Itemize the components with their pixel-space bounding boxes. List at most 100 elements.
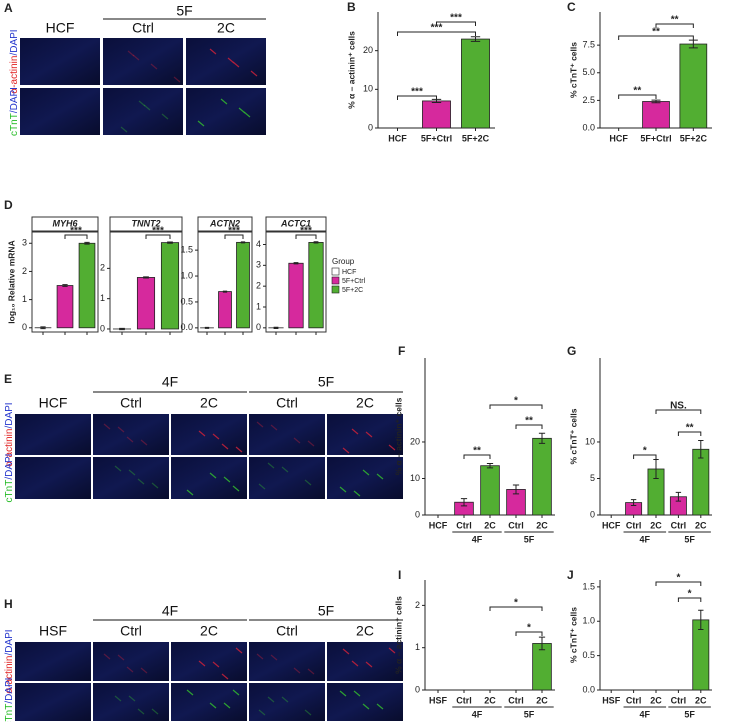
y-tick-label: 1 [415,642,420,652]
panel-letter: H [4,597,13,611]
group-label: 4F [472,709,483,719]
stain-streak [140,439,148,446]
strip-title: ACTN2 [209,218,240,228]
significance-bracket [224,234,244,239]
legend-swatch [331,267,340,276]
y-tick-label: 1 [22,294,27,304]
y-tick-label: 0.0 [582,684,595,694]
x-tick-label: HCF [609,133,628,143]
significance-label: ** [686,423,694,434]
x-tick-label: Ctrl [626,695,642,705]
significance-label: * [688,589,692,600]
bar [422,100,451,129]
y-tick-label: 4 [256,239,261,249]
stain-streak [173,76,181,83]
stain-streak [342,447,350,454]
x-tick-label: 2C [536,695,548,705]
stain-streak [232,689,240,696]
group-label: 5F [684,709,695,719]
strip-title: MYH6 [52,218,78,228]
column-label: Ctrl [120,395,142,411]
error-bar [688,39,698,49]
legend-label: 5F+2C [342,287,363,294]
significance-label: *** [411,87,423,98]
stain-streak [138,100,146,107]
micrograph [20,38,100,85]
y-axis-title: % α – actinin⁺ cells [393,397,403,475]
x-tick-label: 2C [650,695,662,705]
stain-streak [212,661,220,668]
y-tick-label: 2 [22,266,27,276]
stain-streak [137,478,145,485]
y-tick-label: 0 [415,684,420,694]
micrograph [171,642,247,681]
x-tick-label: 2C [695,520,707,530]
error-bar [486,463,494,469]
legend-swatch [331,276,340,285]
column-label: Ctrl [132,20,154,36]
y-tick-label: 2 [415,600,420,610]
stain-streak [198,660,206,667]
stain-streak [126,666,134,673]
micrograph [327,642,403,681]
y-axis-title: % α – actinin⁺ cells [393,596,403,674]
group-label: 4F [162,603,178,619]
panel-letter: G [567,344,576,358]
y-axis-title: % cTnT⁺ cells [568,408,578,464]
significance-bracket [515,424,543,429]
stain-streak [114,695,122,702]
column-label: 2C [200,395,218,411]
y-tick-label: 3 [256,260,261,270]
panel-letter: F [398,344,405,358]
error-bar [698,609,704,630]
significance-label: *** [228,226,240,237]
y-tick-label: 2 [100,263,105,273]
stain-streak [250,70,258,77]
column-label: 2C [200,623,218,639]
stain-streak [365,661,373,668]
significance-bracket [436,21,476,26]
column-label: HCF [46,20,75,36]
x-tick-label: 2C [536,520,548,530]
stain-label: α-actinin/DAPI [9,29,20,93]
y-tick-label: 1.0 [582,616,595,626]
stain-streak [140,667,148,674]
stain-streak [161,113,169,120]
stain-part: /DAPI [9,29,20,55]
bar [692,448,710,516]
significance-bracket [489,606,543,611]
stain-streak [235,446,243,453]
stain-streak [256,653,264,660]
stain-streak [197,120,205,127]
significance-label: *** [70,226,82,237]
error-bar [222,290,228,293]
error-bar [84,241,90,245]
y-tick-label: 0.0 [582,122,595,132]
stain-streak [186,489,194,496]
stain-streak [235,647,243,654]
bar [218,291,232,329]
y-tick-label: 3 [22,238,27,248]
stain-streak [143,104,151,111]
x-tick-label: 2C [695,695,707,705]
micrograph [327,414,403,455]
stain-label: α-actinin/DAPI [4,402,15,466]
error-bar [167,241,173,244]
stain-part: /DAPI [4,402,15,428]
error-bar [119,327,125,331]
error-bar [512,484,520,495]
stain-streak [120,126,128,133]
y-tick-label: 5 [590,473,595,483]
bar [642,101,670,129]
significance-label: *** [152,226,164,237]
micrograph [103,38,183,85]
y-tick-label: 1.0 [180,270,193,280]
significance-bracket [463,454,491,459]
stain-streak [212,433,220,440]
panel-letter: E [4,372,12,386]
error-bar [293,262,299,265]
column-label: HSF [39,623,67,639]
y-axis-title: % cTnT⁺ cells [568,607,578,663]
y-tick-label: 20 [410,436,420,446]
stain-streak [151,482,159,489]
